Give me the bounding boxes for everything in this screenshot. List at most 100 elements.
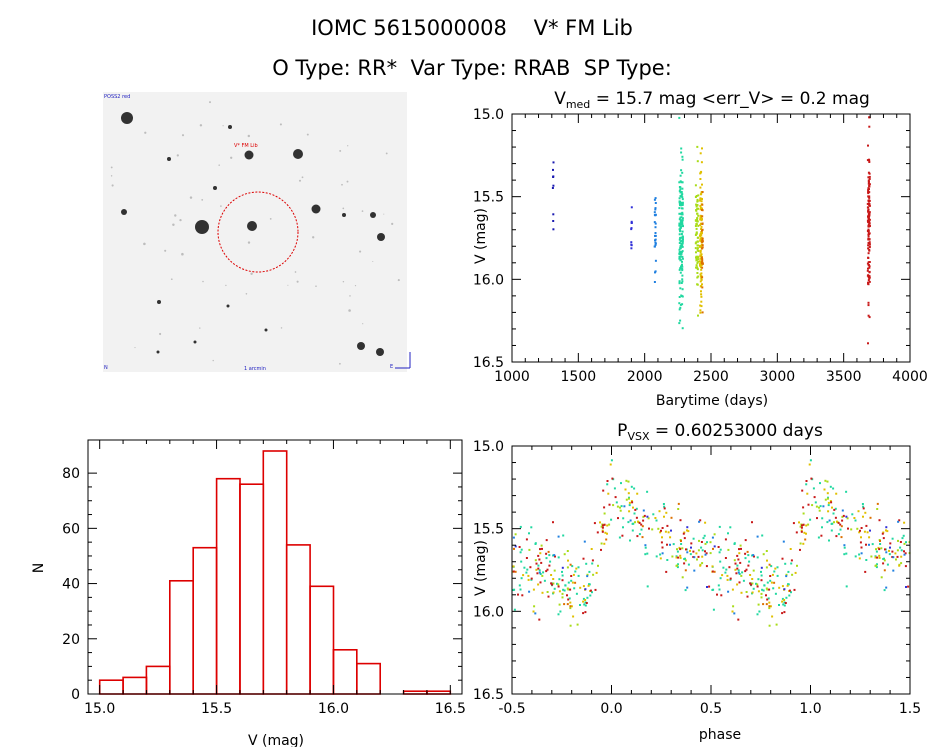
phased-point [845, 490, 848, 493]
phased-point [602, 524, 604, 527]
phased-point [790, 559, 793, 562]
phased-point [696, 558, 698, 561]
lightcurve-point [701, 244, 704, 247]
lightcurve-point [681, 222, 684, 225]
finder-star [311, 204, 321, 214]
finder-star [287, 284, 289, 286]
lightcurve-point [681, 245, 684, 248]
lightcurve-point [678, 186, 681, 188]
phased-point [596, 531, 599, 534]
phased-point [861, 503, 864, 505]
lightcurve-point [701, 283, 703, 286]
phased-point [752, 569, 755, 572]
lightcurve-point [697, 250, 700, 252]
phased-point [677, 563, 679, 566]
lightcurve-point [866, 262, 869, 265]
phased-point [807, 503, 810, 506]
lightcurve-point [867, 235, 870, 238]
phased-point [538, 569, 541, 572]
phased-point [540, 561, 543, 564]
phased-point [869, 529, 871, 532]
phased-point [783, 601, 786, 604]
phased-point [746, 595, 749, 598]
phased-point [520, 577, 523, 580]
phased-point [868, 543, 870, 546]
phased-point [812, 487, 815, 490]
lightcurve-point [700, 232, 703, 235]
phased-point [619, 506, 621, 509]
phased-point [818, 509, 821, 512]
lightcurve-axes: 1000 1500 2000 2500 3000 3500 4000 15.0 15.5 16.0… [473, 107, 928, 385]
phased-point [576, 623, 579, 626]
lightcurve-point [681, 212, 683, 215]
phased-point [860, 536, 862, 539]
phased-point [545, 539, 548, 542]
lightcurve-point [654, 234, 657, 237]
finder-star [143, 242, 146, 246]
phased-point [652, 513, 655, 516]
phased-point [750, 583, 753, 586]
phased-point [644, 544, 647, 547]
phased-point [833, 521, 835, 524]
lightcurve-point [868, 158, 870, 161]
y-tick-label: 15.0 [473, 439, 504, 455]
finder-star [280, 327, 283, 329]
lightcurve-point [681, 269, 684, 272]
lightcurve-point [699, 251, 702, 254]
lightcurve-point [551, 187, 554, 189]
phased-point [530, 577, 533, 580]
finder-star [174, 214, 177, 217]
phased-point [594, 588, 597, 591]
phased-point [752, 554, 755, 557]
phased-point [557, 535, 560, 538]
phased-point [883, 589, 886, 592]
phased-point [864, 511, 867, 514]
lightcurve-point [678, 197, 681, 200]
histogram-axes: 15.0 15.5 16.0 16.5 0 20 40 60 80 [62, 439, 466, 717]
phased-point [756, 583, 759, 586]
phased-point [609, 463, 612, 466]
phased-point [761, 534, 764, 537]
phased-point [679, 519, 682, 522]
lightcurve-point [679, 204, 681, 207]
phased-point [617, 517, 619, 520]
phased-point [699, 564, 702, 567]
phased-point [690, 542, 693, 545]
phased-point [751, 582, 754, 585]
lightcurve-point [701, 147, 703, 150]
phased-point [621, 534, 624, 537]
lightcurve-point [701, 237, 704, 240]
phased-point [763, 584, 766, 587]
lightcurve-point [866, 274, 869, 277]
lightcurve-point [699, 216, 702, 219]
phased-point [881, 532, 884, 535]
lightcurve-point [701, 183, 703, 186]
phased-point [677, 508, 680, 510]
y-tick-label: 16.0 [473, 272, 504, 288]
lightcurve-point [696, 268, 699, 271]
lightcurve-point [701, 246, 704, 249]
phased-point [751, 554, 754, 557]
lightcurve-point [681, 193, 684, 196]
phased-point [684, 589, 687, 592]
phased-point [569, 607, 572, 610]
histogram-bar [122, 676, 148, 695]
lightcurve-point [695, 259, 698, 262]
phased-point [767, 597, 770, 600]
finder-star [110, 166, 113, 169]
lightcurve-point [679, 195, 682, 198]
lightcurve-point [867, 304, 870, 307]
finder-star [172, 223, 175, 227]
lightcurve-point [679, 191, 682, 194]
phased-point [904, 565, 907, 568]
lightcurve-point [680, 252, 683, 255]
phased-point [868, 536, 871, 539]
lightcurve-point [696, 255, 699, 258]
phased-point [901, 537, 904, 540]
lightcurve-point [653, 198, 656, 201]
lightcurve-point [699, 245, 702, 248]
phased-point [736, 567, 739, 570]
lightcurve-point [696, 145, 699, 148]
phased-point [733, 612, 736, 615]
phased-point [638, 521, 641, 524]
